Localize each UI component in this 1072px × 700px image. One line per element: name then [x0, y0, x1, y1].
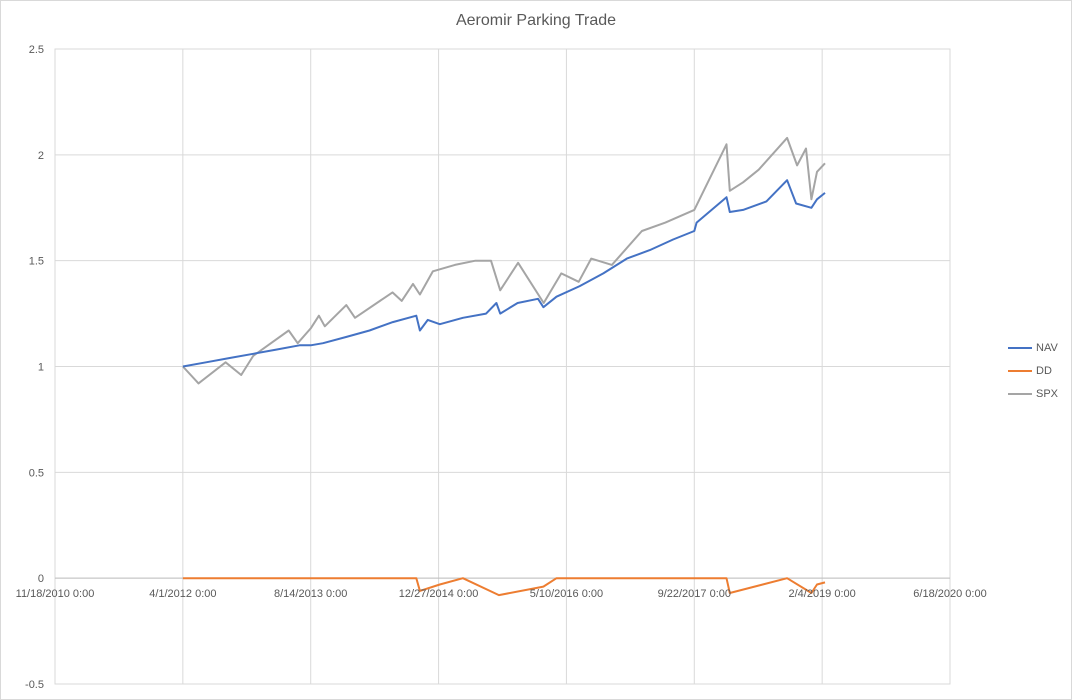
chart-title: Aeromir Parking Trade: [455, 12, 617, 29]
x-tick-label: 12/27/2014 0:00: [399, 588, 479, 600]
x-tick-label: 4/1/2012 0:00: [149, 588, 216, 600]
legend-item-dd: DD: [1008, 359, 1058, 382]
y-tick-label: 0.5: [29, 467, 44, 479]
y-tick-label: 2.5: [29, 44, 44, 56]
y-tick-label: 1.5: [29, 256, 44, 268]
legend-swatch: [1008, 369, 1032, 372]
legend-label: SPX: [1036, 387, 1059, 400]
chart-legend: NAV DD SPX: [1008, 336, 1058, 405]
legend-item-spx: SPX: [1008, 382, 1058, 405]
x-tick-label: 8/14/2013 0:00: [274, 588, 347, 600]
legend-swatch: [1008, 346, 1032, 349]
legend-label: NAV: [1036, 341, 1058, 354]
series-line-nav: [182, 179, 826, 368]
x-tick-label: 2/4/2019 0:00: [788, 588, 855, 600]
series-line-dd: [182, 577, 826, 597]
legend-swatch: [1008, 392, 1032, 395]
legend-label: DD: [1036, 364, 1052, 377]
y-tick-label: 0: [38, 573, 44, 585]
x-tick-label: 6/18/2020 0:00: [913, 588, 986, 600]
series-line-spx: [182, 136, 826, 385]
y-tick-label: 1: [38, 362, 44, 374]
legend-item-nav: NAV: [1008, 336, 1058, 359]
x-tick-label: 5/10/2016 0:00: [530, 588, 603, 600]
y-tick-label: -0.5: [25, 679, 44, 691]
y-tick-label: 2: [38, 150, 44, 162]
x-tick-label: 11/18/2010 0:00: [16, 588, 95, 600]
x-tick-label: 9/22/2017 0:00: [658, 588, 731, 600]
